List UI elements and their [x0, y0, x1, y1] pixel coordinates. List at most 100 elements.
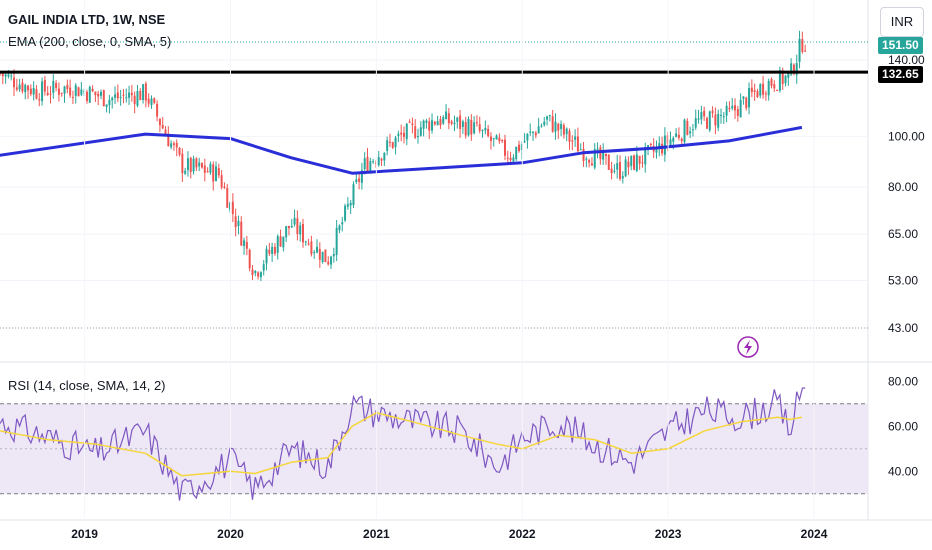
- rsi-line: [0, 387, 806, 501]
- ema-legend[interactable]: EMA (200, close, 0, SMA, 5): [8, 34, 172, 49]
- candle-body: [596, 148, 599, 150]
- candle-body: [781, 70, 784, 85]
- candle-body: [447, 113, 450, 124]
- candle-body: [750, 87, 753, 93]
- price-tick-label: 53.00: [888, 274, 918, 288]
- candle-body: [94, 91, 97, 96]
- candle-body: [21, 82, 24, 92]
- candle-body: [694, 118, 697, 128]
- candle-body: [268, 249, 271, 254]
- candle-body: [273, 246, 276, 254]
- candle-body: [523, 141, 526, 143]
- candle-body: [366, 156, 369, 173]
- rsi-legend[interactable]: RSI (14, close, SMA, 14, 2): [8, 378, 166, 393]
- candle-body: [624, 159, 627, 177]
- candle-body: [551, 116, 554, 132]
- candle-body: [346, 204, 349, 207]
- candle-body: [734, 105, 737, 111]
- candle-body: [604, 153, 607, 157]
- candle-body: [579, 149, 582, 151]
- candle-body: [470, 119, 473, 135]
- time-tick-label: 2023: [655, 527, 682, 541]
- candle-body: [74, 85, 77, 96]
- candle-body: [338, 225, 341, 231]
- candle-body: [402, 132, 405, 137]
- candle-body: [697, 118, 700, 120]
- candle-body: [271, 246, 274, 254]
- candle-body: [787, 72, 790, 78]
- candle-body: [784, 75, 787, 84]
- candle-body: [439, 119, 442, 126]
- candle-body: [745, 97, 748, 109]
- candle-body: [495, 135, 498, 140]
- candle-body: [621, 176, 624, 179]
- candle-body: [223, 186, 226, 189]
- candle-body: [189, 157, 192, 172]
- candle-body: [130, 92, 133, 96]
- candle-body: [543, 121, 546, 125]
- candle-body: [722, 116, 725, 118]
- candle-body: [136, 91, 139, 106]
- candle-body: [327, 261, 330, 265]
- candle-body: [475, 122, 478, 124]
- candle-body: [498, 137, 501, 142]
- candle-body: [114, 94, 117, 98]
- candle-body: [128, 92, 131, 98]
- price-tick-label: 140.00: [888, 53, 925, 67]
- currency-button[interactable]: INR: [880, 7, 924, 37]
- candle-body: [459, 115, 462, 129]
- price-tick-label: 80.00: [888, 180, 918, 194]
- candle-body: [175, 142, 178, 148]
- candle-body: [63, 86, 66, 94]
- lightning-icon: [737, 336, 759, 358]
- candle-body: [301, 224, 304, 243]
- candle-body: [540, 125, 543, 127]
- candle-body: [369, 161, 372, 173]
- candle-body: [532, 131, 535, 133]
- candle-body: [237, 220, 240, 226]
- candle-body: [85, 91, 88, 102]
- rsi-tick-label: 40.00: [888, 464, 918, 478]
- candle-body: [170, 143, 173, 148]
- candle-body: [801, 38, 804, 52]
- candle-body: [467, 118, 470, 136]
- candle-body: [147, 98, 150, 104]
- candle-body: [178, 147, 181, 155]
- candle-body: [554, 121, 557, 132]
- candle-body: [484, 127, 487, 131]
- last-price-tag: 151.50: [878, 37, 923, 54]
- candle-body: [71, 97, 74, 99]
- candle-body: [108, 99, 111, 106]
- candle-body: [647, 145, 650, 148]
- candle-body: [708, 111, 711, 131]
- candle-body: [245, 241, 248, 249]
- candle-body: [705, 118, 708, 129]
- candle-body: [719, 114, 722, 116]
- candle-body: [287, 225, 290, 229]
- candle-body: [332, 254, 335, 257]
- candle-body: [15, 87, 18, 90]
- candle-body: [700, 112, 703, 120]
- time-tick-label: 2019: [71, 527, 98, 541]
- candle-body: [24, 84, 27, 93]
- candle-body: [582, 148, 585, 162]
- rsi-tick-label: 80.00: [888, 374, 918, 388]
- candle-body: [344, 205, 347, 221]
- candle-body: [231, 201, 234, 214]
- candle-body: [217, 167, 220, 176]
- candle-body: [506, 157, 509, 159]
- candle-body: [798, 38, 801, 62]
- symbol-title[interactable]: GAIL INDIA LTD, 1W, NSE: [8, 12, 166, 27]
- candle-body: [756, 91, 759, 97]
- candle-body: [248, 249, 251, 269]
- candle-body: [728, 108, 731, 110]
- candle-body: [41, 81, 44, 102]
- candle-body: [689, 131, 692, 134]
- candle-body: [105, 104, 108, 107]
- time-tick-label: 2022: [509, 527, 536, 541]
- candle-body: [122, 94, 125, 96]
- candle-body: [119, 96, 122, 98]
- candle-body: [324, 249, 327, 262]
- candle-body: [99, 91, 102, 96]
